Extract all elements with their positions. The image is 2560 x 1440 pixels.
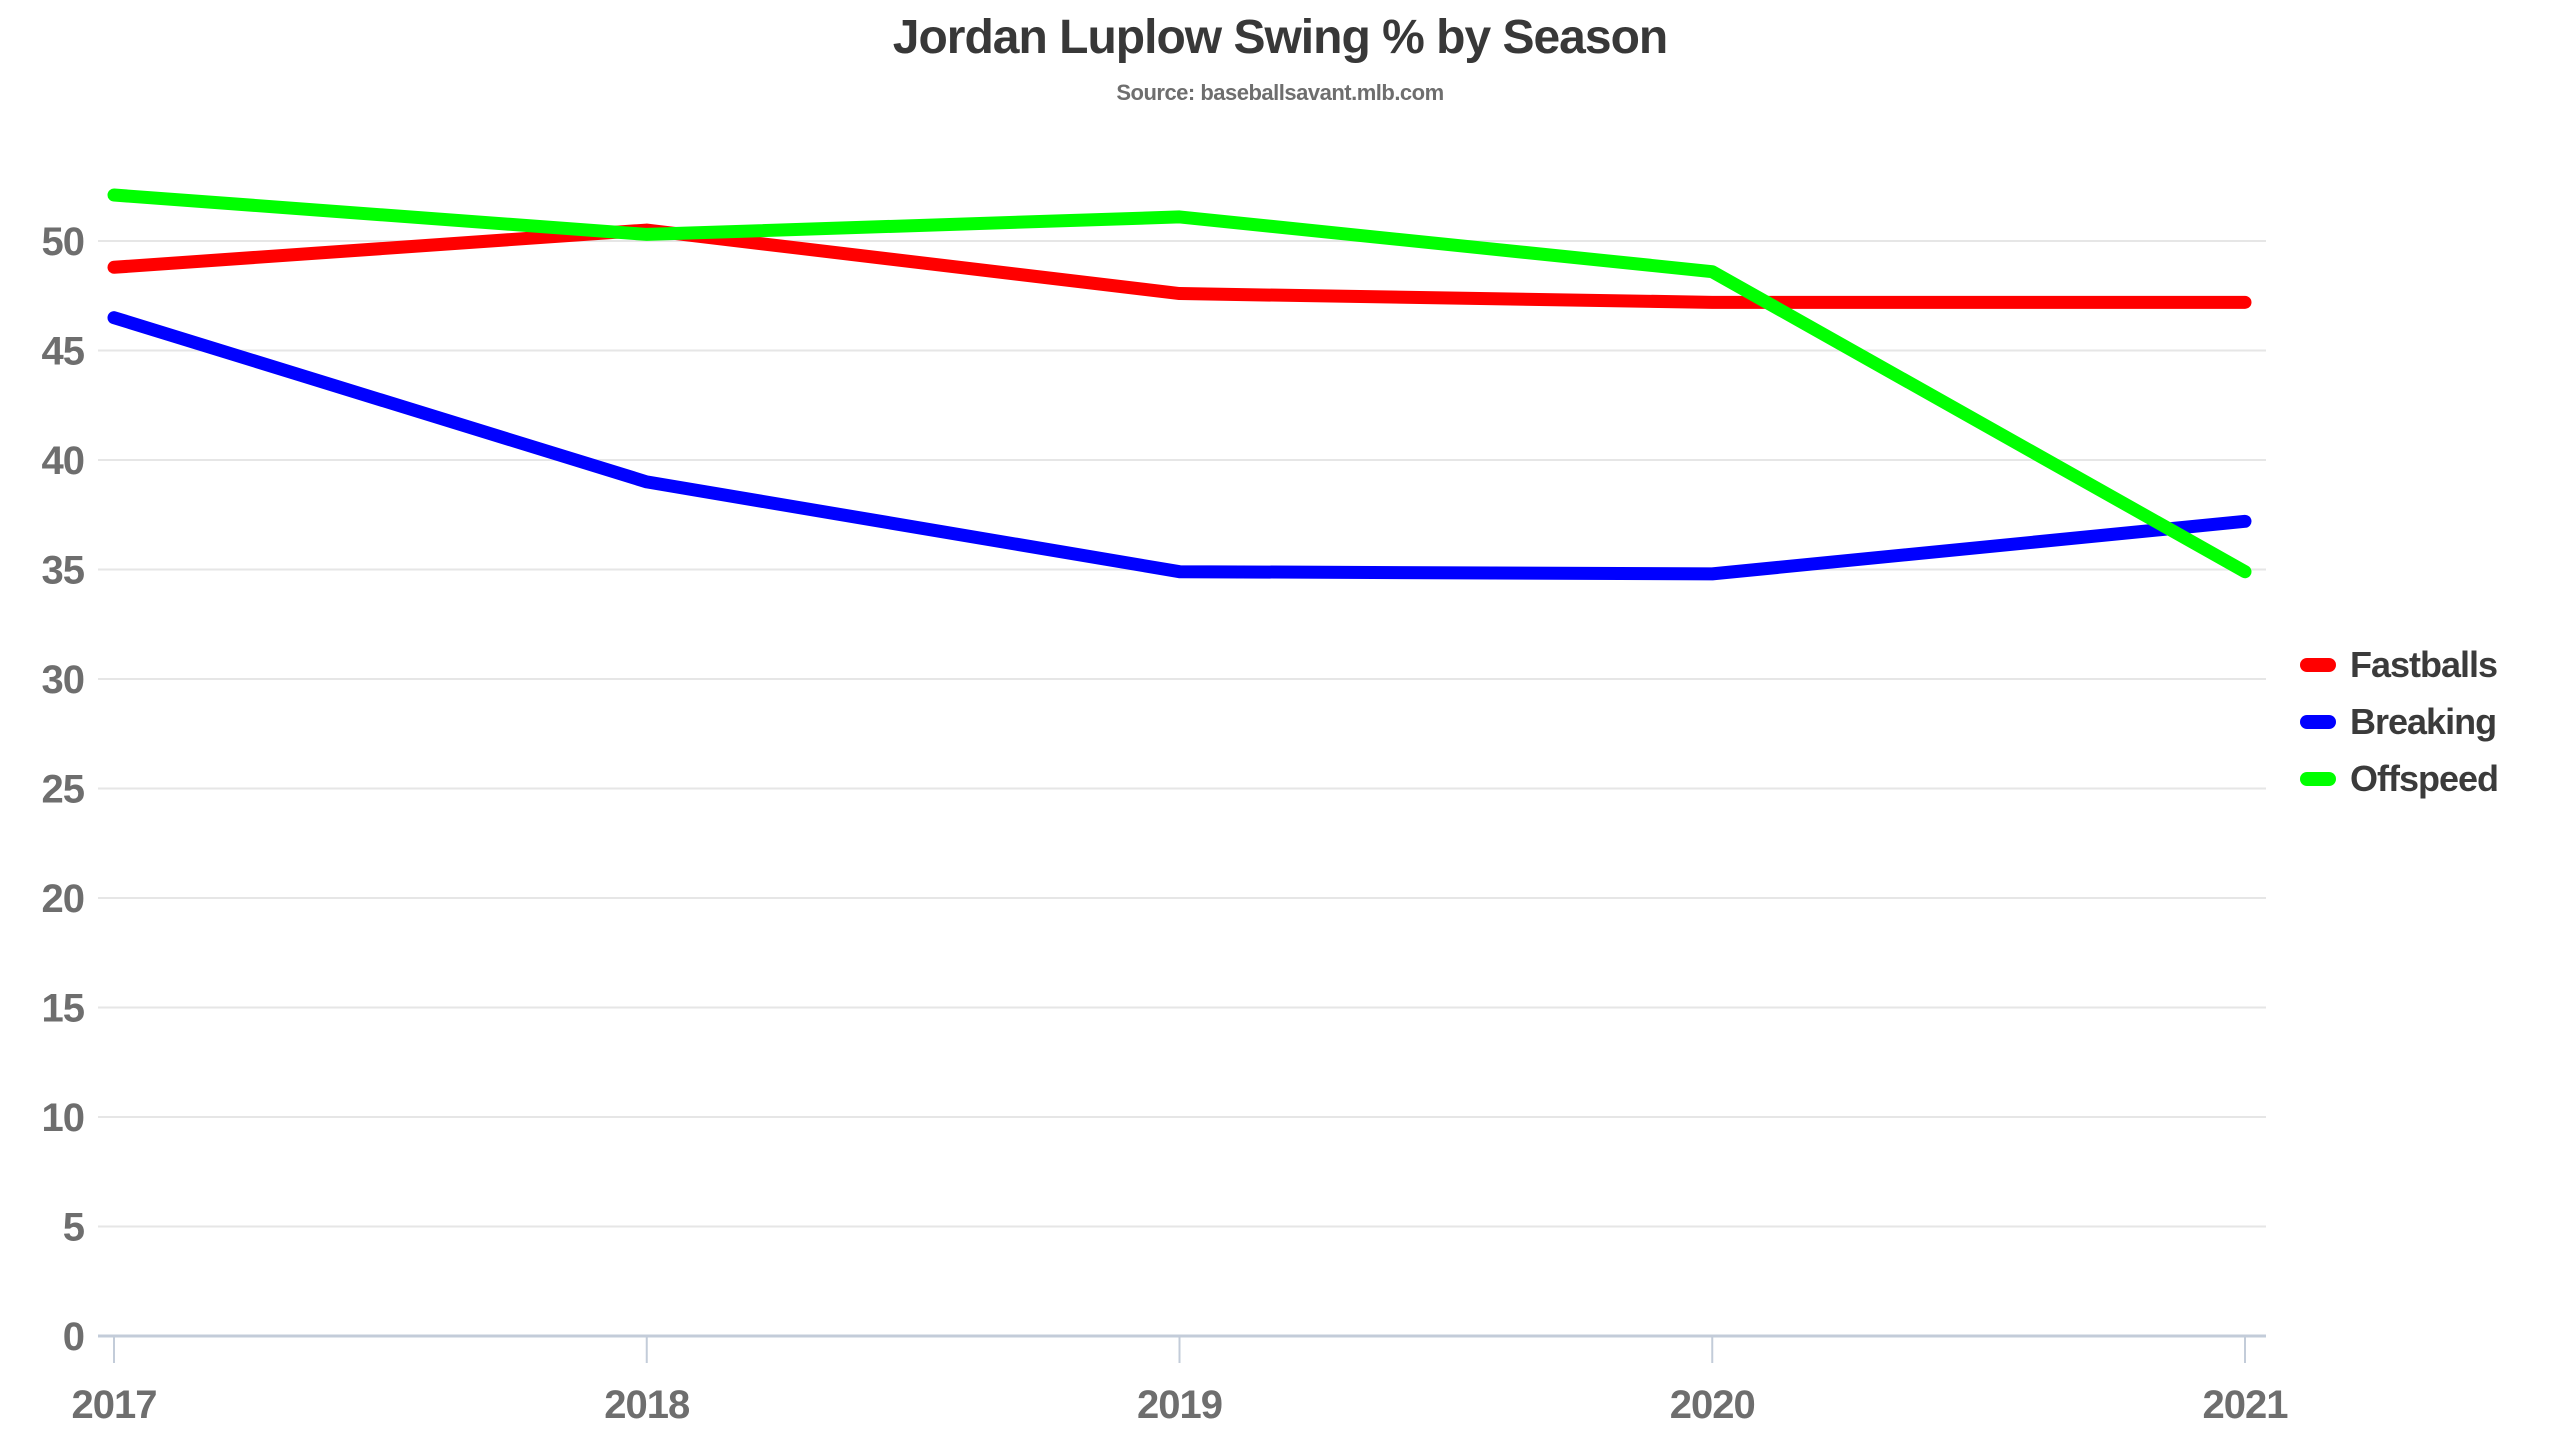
chart-subtitle: Source: baseballsavant.mlb.com [1116,80,1444,105]
y-axis-tick-label: 45 [42,330,85,374]
legend-label: Breaking [2350,700,2497,742]
chart-title: Jordan Luplow Swing % by Season [892,11,1668,64]
x-axis-tick-label: 2018 [604,1383,690,1427]
legend-item-fastballs: Fastballs [2300,636,2498,693]
y-axis-tick-label: 25 [42,768,85,812]
legend-swatch-breaking [2300,714,2336,729]
y-axis-tick-label: 40 [42,439,85,483]
legend-swatch-fastballs [2300,657,2336,672]
series-line-breaking [107,311,2252,581]
y-axis-tick-label: 30 [42,658,85,702]
y-axis-tick-label: 20 [42,877,85,921]
series-line-fastballs [107,223,2252,309]
series-line-offspeed [107,188,2252,579]
chart-legend: Fastballs Breaking Offspeed [2300,636,2499,807]
legend-label: Fastballs [2350,643,2498,685]
x-axis-tick-label: 2020 [1670,1383,1755,1427]
legend-item-breaking: Breaking [2300,693,2498,750]
x-axis-tick-label: 2017 [72,1383,157,1427]
y-axis-tick-label: 10 [42,1096,85,1140]
y-axis-tick-label: 15 [42,987,85,1031]
x-axis-tick-label: 2021 [2203,1383,2289,1427]
legend-label: Offspeed [2350,757,2499,799]
y-axis-tick-label: 35 [42,549,85,593]
y-axis-tick-label: 5 [63,1206,85,1250]
legend-item-offspeed: Offspeed [2300,750,2499,807]
legend-swatch-offspeed [2300,771,2336,786]
x-axis-tick-label: 2019 [1137,1383,1222,1427]
y-axis-tick-label: 0 [63,1315,84,1359]
y-axis-tick-label: 50 [42,220,85,264]
